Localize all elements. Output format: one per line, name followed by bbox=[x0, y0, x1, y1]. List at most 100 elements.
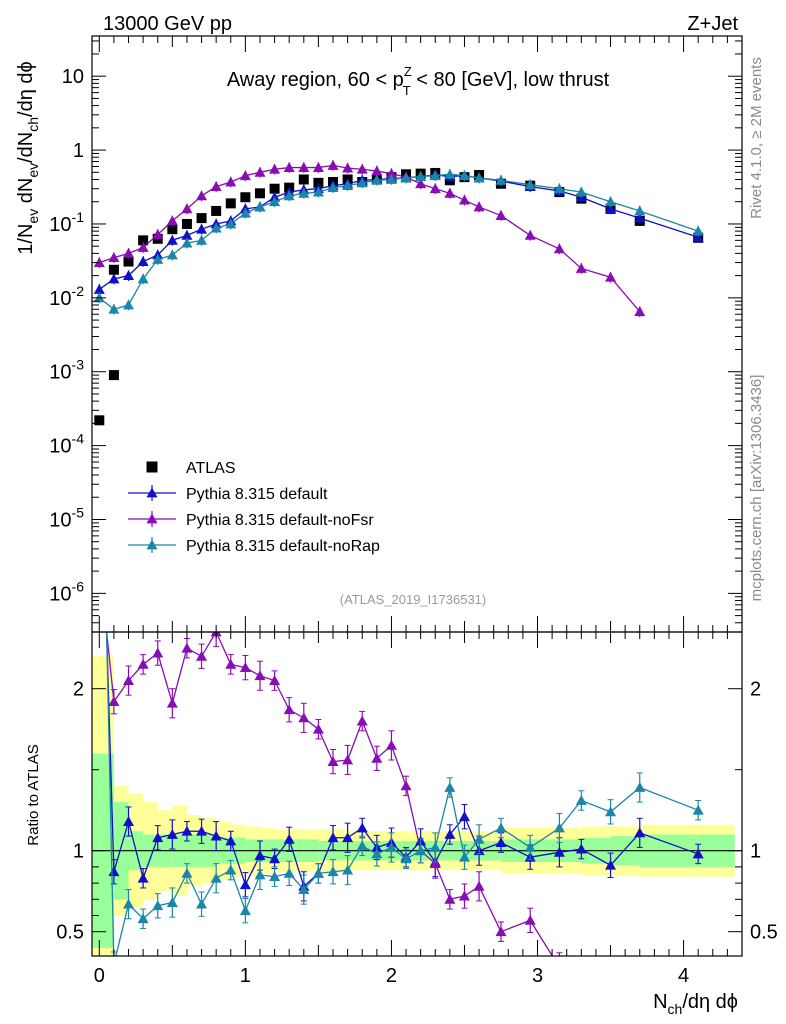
mc-point bbox=[166, 215, 178, 226]
y-tick-label: 10-6 bbox=[49, 578, 84, 605]
y-tick-label: 10-3 bbox=[49, 357, 84, 384]
ratio-point bbox=[269, 675, 281, 685]
ratio-point bbox=[634, 827, 646, 838]
ratio-point bbox=[692, 804, 704, 815]
mc-point bbox=[181, 237, 193, 248]
ratio-point bbox=[196, 650, 208, 661]
mc-point bbox=[166, 234, 178, 245]
ratio-point bbox=[108, 696, 120, 707]
mc-point bbox=[692, 225, 704, 236]
main-title: Away region, 60 < pZ T < 80 [GeV], low th… bbox=[227, 64, 610, 98]
y-tick-label: 10-5 bbox=[49, 504, 84, 531]
data-point bbox=[181, 218, 192, 229]
ratio-point bbox=[137, 872, 149, 883]
mc-point bbox=[283, 190, 295, 201]
ratio-point bbox=[298, 712, 310, 723]
mc-point bbox=[524, 229, 536, 240]
legend: ATLAS Pythia 8.315 default Pythia 8.315 de… bbox=[128, 460, 380, 555]
mc-point bbox=[137, 256, 149, 266]
ratio-point bbox=[575, 794, 587, 805]
y-tick-label: 10-4 bbox=[49, 431, 84, 458]
data-point bbox=[108, 370, 119, 381]
ratio-point bbox=[152, 900, 164, 911]
ratio-y-tick-label: 1 bbox=[73, 841, 84, 863]
y-tick-label: 10-1 bbox=[49, 209, 84, 236]
data-point bbox=[254, 188, 265, 199]
mc-point bbox=[327, 182, 339, 193]
mc-point bbox=[342, 162, 354, 173]
mc-point bbox=[210, 181, 222, 192]
ratio-point bbox=[137, 913, 149, 924]
mc-point bbox=[196, 223, 208, 234]
ratio-point bbox=[429, 841, 441, 852]
x-tick-label: 4 bbox=[678, 965, 689, 987]
x-tick-label: 1 bbox=[240, 965, 251, 987]
legend-label: ATLAS bbox=[186, 460, 236, 477]
ratio-point bbox=[108, 866, 120, 877]
legend-entry-1: Pythia 8.315 default bbox=[128, 485, 328, 503]
ratio-point bbox=[429, 858, 441, 869]
mc-point bbox=[123, 270, 135, 281]
mc-point bbox=[312, 186, 324, 197]
ratio-y-tick-label: 0.5 bbox=[56, 922, 84, 944]
ratio-point bbox=[634, 782, 646, 792]
data-point bbox=[225, 198, 236, 209]
data-point bbox=[298, 174, 309, 185]
ratio-point bbox=[385, 841, 397, 852]
ratio-point bbox=[108, 959, 119, 969]
mc-point bbox=[93, 257, 105, 267]
data-point bbox=[167, 224, 178, 235]
data-point bbox=[94, 415, 105, 426]
ratio-point bbox=[196, 825, 208, 836]
mc-point bbox=[415, 170, 427, 181]
ratio-point bbox=[342, 754, 354, 765]
ratio-point bbox=[371, 752, 383, 763]
ratio-point bbox=[181, 825, 193, 836]
ratio-series-2 bbox=[105, 632, 704, 969]
mc-point bbox=[93, 292, 105, 303]
data-point bbox=[211, 205, 222, 216]
ratio-point bbox=[166, 697, 178, 708]
ratio-point bbox=[605, 806, 617, 817]
ratio-point bbox=[254, 869, 266, 880]
y-axis-label-main: 1/Nev dNev/dNch/dη dϕ bbox=[15, 61, 41, 254]
ratio-y-tick-label: 2 bbox=[73, 679, 84, 701]
mc-point bbox=[634, 205, 646, 216]
ratio-point bbox=[356, 822, 368, 833]
mc-point bbox=[634, 212, 646, 223]
ratio-point bbox=[312, 867, 324, 878]
ratio-point bbox=[495, 837, 507, 847]
ratio-frame bbox=[91, 631, 743, 957]
ratio-point bbox=[524, 914, 536, 925]
ratio-point bbox=[283, 867, 295, 878]
mc-point bbox=[123, 299, 135, 310]
y-tick-label: 1 bbox=[73, 140, 84, 162]
data-point bbox=[138, 235, 149, 246]
ratio-series-line bbox=[105, 632, 699, 956]
mc-point bbox=[312, 162, 324, 172]
legend-label: Pythia 8.315 default-noFsr bbox=[186, 512, 374, 529]
mc-point bbox=[473, 172, 485, 183]
ratio-point bbox=[239, 662, 251, 673]
mc-point bbox=[371, 174, 383, 185]
ratio-series-1 bbox=[105, 632, 563, 956]
mc-point bbox=[108, 252, 120, 263]
ratio-point bbox=[444, 893, 456, 904]
y-tick-label: 10 bbox=[62, 66, 84, 88]
ratio-point bbox=[196, 898, 208, 909]
main-series-2 bbox=[93, 159, 646, 317]
x-tick-label: 0 bbox=[94, 965, 105, 987]
data-point bbox=[313, 177, 324, 188]
y-axis-label-ratio: Ratio to ATLAS bbox=[25, 744, 42, 845]
ratio-point bbox=[137, 658, 149, 669]
ratio-point bbox=[225, 835, 237, 846]
data-point bbox=[108, 264, 119, 275]
mc-point bbox=[342, 180, 354, 191]
ratio-point bbox=[327, 756, 339, 766]
ratio-point bbox=[152, 832, 164, 843]
mc-point bbox=[692, 231, 704, 242]
mc-point bbox=[429, 183, 441, 194]
ratio-point bbox=[524, 841, 536, 852]
x-axis-label: Nch/dη dϕ bbox=[653, 991, 738, 1017]
